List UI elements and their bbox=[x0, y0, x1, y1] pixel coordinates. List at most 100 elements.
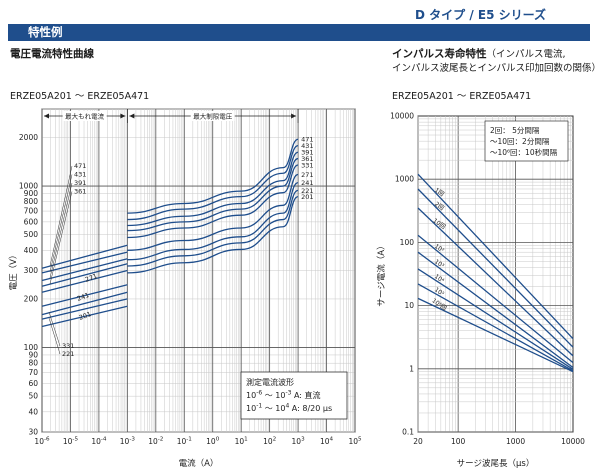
region-label: 最大もれ電流 bbox=[65, 112, 105, 121]
vi-leader bbox=[48, 317, 61, 355]
vi-y-tick-label: 100 bbox=[24, 343, 39, 352]
vi-y-tick-label: 1000 bbox=[19, 182, 38, 191]
interval-note-line: 2回： 5分間隔 bbox=[490, 126, 540, 135]
vi-y-tick-label: 30 bbox=[28, 428, 38, 437]
vi-chart-subtitle: ERZE05A201 ～ ERZE05A471 bbox=[10, 91, 150, 102]
vi-curve-clamp-471 bbox=[127, 138, 299, 214]
vi-curve-leak-331 bbox=[41, 269, 128, 293]
vi-leader bbox=[49, 191, 73, 285]
vi-curve-leak-471 bbox=[41, 244, 128, 269]
vi-curve-clamp-221 bbox=[127, 189, 299, 267]
life-plot-frame bbox=[417, 115, 574, 433]
vi-y-tick-label: 70 bbox=[28, 368, 38, 377]
life-y-axis-title: サージ電流（A） bbox=[376, 241, 387, 306]
life-line-1 bbox=[417, 188, 574, 348]
life-series-label: 10⁴ bbox=[433, 273, 446, 285]
section-label: 特性例 bbox=[28, 25, 63, 39]
vi-inline-label: 201 bbox=[78, 310, 92, 322]
vi-leader bbox=[49, 174, 73, 273]
interval-note-line: ～10回：2分間隔 bbox=[490, 137, 550, 146]
life-y-tick-label: 1 bbox=[409, 364, 414, 373]
life-y-tick-label: 1000 bbox=[395, 175, 414, 184]
vi-y-tick-label: 2000 bbox=[19, 133, 38, 142]
vi-curve-leak-241 bbox=[41, 291, 128, 316]
vi-y-tick-label: 60 bbox=[28, 379, 38, 388]
region-arrowhead bbox=[129, 113, 135, 119]
vi-y-tick-label: 50 bbox=[28, 392, 38, 401]
vi-x-tick-label: 103 bbox=[292, 437, 306, 447]
interval-note-line: ～10⁶回：10秒間隔 bbox=[490, 147, 558, 157]
vi-inline-label: 271 bbox=[84, 272, 98, 284]
vi-curve-clamp-201 bbox=[127, 195, 299, 274]
life-x-tick-label: 10000 bbox=[561, 437, 585, 446]
vi-curve-leak-271 bbox=[41, 284, 128, 307]
vi-y-tick-label: 600 bbox=[24, 217, 39, 226]
vi-x-tick-label: 10-6 bbox=[34, 437, 50, 447]
section-band: 特性例 bbox=[8, 24, 590, 41]
vi-x-tick-label: 101 bbox=[235, 437, 249, 447]
vi-y-tick-label: 800 bbox=[24, 197, 39, 206]
vi-y-tick-label: 300 bbox=[24, 266, 39, 275]
vi-inline-label: 241 bbox=[76, 291, 90, 303]
vi-leader bbox=[49, 165, 73, 267]
vi-curve-leak-431 bbox=[41, 251, 128, 274]
vi-curve-clamp-331 bbox=[127, 164, 299, 239]
vi-series-label: 391 bbox=[301, 149, 313, 157]
vi-y-tick-label: 500 bbox=[24, 230, 39, 239]
life-line-5 bbox=[417, 268, 574, 370]
vi-left-label-top: 471 bbox=[74, 162, 86, 170]
vi-curve-clamp-241 bbox=[127, 181, 299, 261]
vi-y-tick-label: 80 bbox=[28, 359, 38, 368]
vi-x-tick-label: 105 bbox=[348, 437, 362, 447]
vi-series-label: 241 bbox=[301, 179, 313, 187]
region-label: 最大制限電圧 bbox=[193, 112, 233, 121]
measurement-waveform-line: 10-6 ～ 10-3 A: 直流 bbox=[246, 390, 321, 401]
vi-y-tick-label: 900 bbox=[24, 189, 39, 198]
life-x-axis-title: サージ波尾長（μs） bbox=[457, 458, 535, 469]
vi-curve-leak-391 bbox=[41, 258, 128, 282]
measurement-waveform-title: 測定電流波形 bbox=[246, 377, 294, 387]
vi-x-tick-label: 10-1 bbox=[177, 437, 193, 447]
vi-x-tick-label: 10-5 bbox=[63, 437, 79, 447]
vi-leader bbox=[48, 311, 61, 347]
vi-y-tick-label: 700 bbox=[24, 207, 39, 216]
vi-x-tick-label: 100 bbox=[206, 437, 220, 447]
life-line-0 bbox=[417, 173, 574, 340]
vi-y-tick-label: 200 bbox=[24, 294, 39, 303]
vi-series-label: 361 bbox=[301, 155, 313, 163]
vi-series-label: 471 bbox=[301, 136, 313, 144]
vi-x-tick-label: 10-2 bbox=[148, 437, 163, 447]
life-chart-note2: インパルス波尾長とインパルス印加回数の関係） bbox=[392, 63, 600, 74]
vi-x-tick-label: 10-3 bbox=[120, 437, 136, 447]
life-line-6 bbox=[417, 283, 574, 372]
region-arrowhead bbox=[291, 113, 297, 119]
vi-leader bbox=[49, 182, 73, 279]
region-arrowhead bbox=[44, 113, 49, 119]
vi-curve-clamp-271 bbox=[127, 173, 299, 251]
vi-y-tick-label: 40 bbox=[28, 407, 38, 416]
life-x-tick-label: 100 bbox=[451, 437, 466, 446]
vi-x-tick-label: 104 bbox=[320, 437, 334, 447]
life-chart-subtitle: ERZE05A201 ～ ERZE05A471 bbox=[392, 91, 532, 102]
measurement-waveform-line: 10-1 ～ 104 A: 8/20 μs bbox=[246, 403, 332, 414]
interval-note-box bbox=[484, 120, 569, 162]
vi-y-axis-title: 電圧（V） bbox=[8, 251, 19, 291]
vi-curve-clamp-431 bbox=[127, 144, 299, 221]
vi-curve-clamp-361 bbox=[127, 157, 299, 232]
vi-series-label: 221 bbox=[301, 187, 313, 195]
life-series-label: 2回 bbox=[433, 201, 445, 212]
series-title: D タイプ / E5 シリーズ bbox=[415, 8, 547, 22]
vi-curve-clamp-391 bbox=[127, 151, 299, 227]
life-series-label: 10⁵ bbox=[433, 286, 446, 298]
vi-y-tick-label: 400 bbox=[24, 246, 39, 255]
life-y-tick-label: 10 bbox=[404, 301, 414, 310]
vi-x-tick-label: 102 bbox=[263, 437, 276, 447]
vi-x-axis-title: 電流（A） bbox=[179, 458, 219, 469]
life-series-label: 10² bbox=[433, 243, 446, 255]
vi-left-label-top: 361 bbox=[74, 188, 86, 196]
region-label-bg bbox=[190, 111, 235, 121]
vi-curve-leak-361 bbox=[41, 263, 128, 287]
life-y-tick-label: 0.1 bbox=[402, 428, 414, 437]
life-line-3 bbox=[417, 234, 574, 364]
life-y-tick-label: 100 bbox=[400, 238, 415, 247]
